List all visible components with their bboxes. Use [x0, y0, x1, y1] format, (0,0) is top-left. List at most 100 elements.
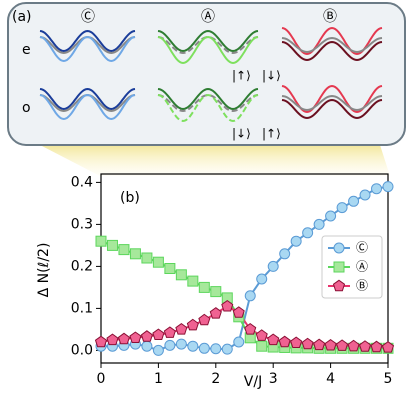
legend-label: Ⓐ — [356, 260, 368, 274]
marker — [187, 340, 199, 352]
marker — [324, 338, 337, 351]
plot-frame — [100, 173, 389, 364]
marker — [333, 242, 345, 254]
column-label: Ⓐ — [201, 9, 215, 25]
x-tick-label: 4 — [326, 371, 335, 387]
marker — [175, 269, 187, 281]
spin-label: |↓⟩ — [262, 69, 281, 83]
potential-curve — [157, 35, 259, 65]
marker — [256, 340, 268, 352]
marker — [152, 328, 165, 340]
marker — [106, 239, 118, 251]
marker — [290, 336, 303, 348]
x-tick-label: 1 — [154, 371, 163, 387]
x-tick-label: 2 — [211, 371, 220, 387]
marker — [198, 313, 211, 326]
marker — [198, 281, 210, 293]
y-tick-label: 0.0 — [71, 342, 93, 358]
marker — [117, 332, 130, 345]
marker — [94, 335, 108, 348]
marker — [382, 181, 394, 193]
potential-curve — [157, 93, 259, 123]
marker — [301, 337, 314, 350]
potential-curve — [157, 93, 259, 113]
marker — [325, 210, 337, 222]
y-tick-label: 0.3 — [71, 216, 93, 232]
marker — [348, 195, 360, 207]
legend-label: Ⓒ — [356, 241, 368, 255]
row-label: e — [22, 42, 31, 58]
marker — [129, 248, 141, 260]
marker — [210, 343, 222, 355]
marker — [175, 338, 187, 350]
x-tick-label: 5 — [384, 371, 393, 387]
marker — [221, 299, 234, 312]
potential-curve — [157, 35, 259, 55]
marker — [186, 318, 199, 331]
y-tick-label: 0.2 — [71, 258, 93, 274]
marker — [347, 339, 360, 352]
inset — [39, 26, 383, 123]
x-axis-label: V/J — [244, 374, 262, 390]
marker — [359, 340, 372, 352]
marker — [164, 339, 176, 351]
potential-curve — [39, 93, 136, 121]
marker — [336, 339, 349, 351]
marker — [233, 336, 245, 348]
column-label: Ⓑ — [323, 9, 337, 25]
marker — [371, 183, 383, 195]
marker — [141, 340, 153, 352]
potential-curve — [281, 40, 383, 62]
potential-curve — [281, 36, 383, 54]
row-label: o — [22, 100, 31, 116]
marker — [129, 331, 142, 343]
y-axis-label: Δ N(ℓ/2) — [36, 243, 52, 298]
marker — [187, 275, 199, 287]
potential-curve — [39, 35, 136, 63]
marker — [152, 256, 164, 268]
y-tick-label: 0.4 — [71, 174, 93, 190]
marker — [210, 286, 222, 298]
potential-curve — [157, 87, 259, 111]
potential-curve — [39, 29, 136, 53]
marker — [244, 322, 257, 335]
marker — [336, 202, 348, 214]
potential-curve — [39, 87, 136, 111]
potential-curve — [281, 98, 383, 120]
y-tick-label: 0.1 — [71, 300, 93, 316]
panel-label: (b) — [120, 190, 140, 206]
marker — [140, 330, 153, 342]
marker — [381, 341, 395, 353]
marker — [279, 248, 291, 260]
marker — [256, 273, 268, 285]
marker — [209, 307, 222, 319]
marker — [198, 342, 210, 354]
x-tick-label: 0 — [97, 371, 106, 387]
marker — [106, 333, 119, 346]
marker — [152, 344, 164, 356]
marker — [267, 260, 279, 272]
marker — [313, 218, 325, 230]
column-label: Ⓒ — [81, 9, 95, 25]
marker — [232, 306, 245, 318]
marker — [359, 189, 371, 201]
marker — [332, 279, 346, 292]
spin-label: |↓⟩ — [232, 127, 251, 141]
zoom-shade — [40, 145, 390, 176]
spin-label: |↑⟩ — [262, 127, 281, 141]
spin-label: |↑⟩ — [232, 69, 251, 83]
marker — [141, 252, 153, 264]
marker — [278, 335, 291, 348]
legend-label: Ⓑ — [356, 279, 368, 293]
x-tick-label: 3 — [269, 371, 278, 387]
marker — [118, 244, 130, 256]
marker — [333, 261, 345, 273]
marker — [164, 263, 176, 274]
marker — [244, 290, 256, 302]
marker — [313, 338, 326, 351]
potential-curve — [281, 94, 383, 112]
marker — [163, 326, 176, 338]
marker — [267, 333, 280, 346]
marker — [302, 227, 314, 239]
